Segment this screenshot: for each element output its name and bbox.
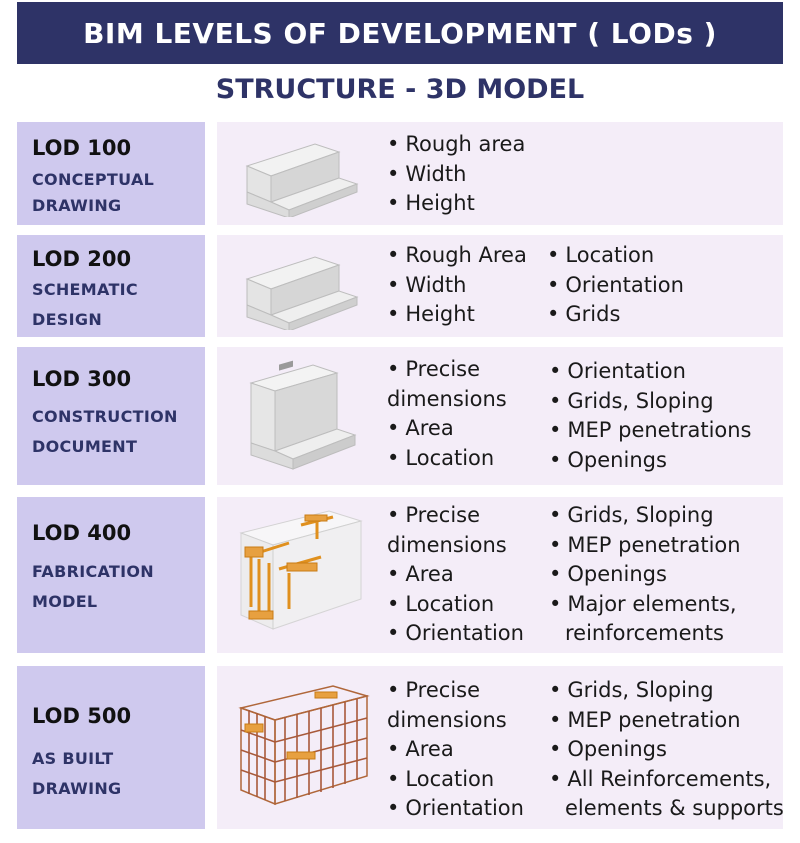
page-title: BIM LEVELS OF DEVELOPMENT ( LODs ) [83, 16, 717, 50]
list-item: MEP penetration [549, 531, 741, 561]
list-item: Area [387, 414, 507, 444]
lod-subtitle-line2: DOCUMENT [32, 437, 138, 456]
list-item: Grids, Sloping [549, 387, 752, 417]
lod-subtitle-line1: CONCEPTUAL [32, 170, 155, 189]
list-item: Grids [547, 300, 684, 330]
list-item: Area [387, 735, 524, 765]
lod-label-cell: LOD 400 FABRICATION MODEL [17, 497, 205, 653]
list-item: Area [387, 560, 524, 590]
list-item: Major elements, [549, 590, 741, 620]
lod-name: LOD 300 [32, 367, 132, 391]
list-item: Width [387, 160, 525, 190]
lod-name: LOD 500 [32, 704, 132, 728]
list-item-continuation: elements & supports [565, 796, 784, 820]
lod-label-cell: LOD 500 AS BUILT DRAWING [17, 666, 205, 829]
lod-label-cell: LOD 300 CONSTRUCTION DOCUMENT [17, 347, 205, 485]
lod-subtitle-line2: DESIGN [32, 310, 103, 329]
lod-attributes-col1: Rough area Width Height [387, 130, 525, 219]
list-item: All Reinforcements, [549, 765, 784, 795]
lod-content-cell: Precise dimensions Area Location Orienta… [217, 666, 784, 829]
list-item-continuation: dimensions [387, 386, 507, 411]
list-item: Precise [387, 501, 524, 531]
lod-subtitle-line1: AS BUILT [32, 749, 114, 768]
list-item: Width [387, 271, 527, 301]
list-item: Openings [549, 446, 752, 476]
list-item: Orientation [387, 619, 524, 649]
lod-row-400: LOD 400 FABRICATION MODEL [17, 497, 783, 653]
list-item: Orientation [549, 357, 752, 387]
lod-row-300: LOD 300 CONSTRUCTION DOCUMENT Precise di… [17, 347, 783, 485]
lod-attributes-col1: Precise dimensions Area Location Orienta… [387, 501, 524, 649]
lod-attributes-col1: Precise dimensions Area Location Orienta… [387, 676, 524, 824]
lod-row-100: LOD 100 CONCEPTUAL DRAWING Rough area Wi… [17, 122, 783, 225]
list-item: Orientation [387, 794, 524, 824]
list-item: Height [387, 189, 525, 219]
lod-subtitle-line2: DRAWING [32, 779, 122, 798]
list-item: Location [387, 444, 507, 474]
lod-attributes-col1: Precise dimensions Area Location [387, 355, 507, 473]
beam-model-icon [245, 256, 359, 330]
lod-subtitle-line2: MODEL [32, 592, 98, 611]
lod-name: LOD 400 [32, 521, 132, 545]
lod-attributes-col2: Location Orientation Grids [547, 241, 684, 330]
list-item: Rough Area [387, 241, 527, 271]
list-item: Openings [549, 735, 784, 765]
page-subtitle: STRUCTURE - 3D MODEL [215, 74, 585, 105]
list-item-continuation: dimensions [387, 532, 507, 557]
lod-subtitle-line1: SCHEMATIC [32, 280, 138, 299]
list-item: Openings [549, 560, 741, 590]
list-item: Precise [387, 355, 507, 385]
lod-attributes-col1: Rough Area Width Height [387, 241, 527, 330]
beam-model-icon [245, 143, 359, 217]
lod-name: LOD 100 [32, 136, 132, 160]
list-item: Location [547, 241, 684, 271]
list-item: Grids, Sloping [549, 676, 784, 706]
fabrication-model-icon [239, 510, 363, 630]
title-bar: BIM LEVELS OF DEVELOPMENT ( LODs ) [17, 2, 783, 64]
lod-attributes-col2: Grids, Sloping MEP penetration Openings … [549, 676, 784, 824]
lod-subtitle-line2: DRAWING [32, 196, 122, 215]
lod-subtitle-line1: FABRICATION [32, 562, 154, 581]
lod-attributes-col2: Grids, Sloping MEP penetration Openings … [549, 501, 741, 649]
lod-subtitle-line1: CONSTRUCTION [32, 407, 178, 426]
list-item: Orientation [547, 271, 684, 301]
list-item: MEP penetrations [549, 416, 752, 446]
lod-content-cell: Rough area Width Height [217, 122, 783, 225]
list-item: Grids, Sloping [549, 501, 741, 531]
list-item-continuation: reinforcements [565, 621, 724, 645]
list-item: Location [387, 765, 524, 795]
lod-name: LOD 200 [32, 247, 132, 271]
lod-content-cell: Precise dimensions Area Location Orienta… [217, 347, 783, 485]
lod-content-cell: Rough Area Width Height Location Orienta… [217, 235, 783, 337]
lod-row-500: LOD 500 AS BUILT DRAWING [17, 666, 784, 829]
list-item-continuation: dimensions [387, 707, 507, 732]
lod-row-200: LOD 200 SCHEMATIC DESIGN Rough Area Widt… [17, 235, 783, 337]
as-built-rebar-model-icon [238, 685, 370, 806]
list-item: Height [387, 300, 527, 330]
column-model-icon [249, 360, 357, 470]
lod-label-cell: LOD 200 SCHEMATIC DESIGN [17, 235, 205, 337]
list-item: Precise [387, 676, 524, 706]
list-item: Location [387, 590, 524, 620]
list-item: Rough area [387, 130, 525, 160]
lod-attributes-col2: Orientation Grids, Sloping MEP penetrati… [549, 357, 752, 475]
lod-content-cell: Precise dimensions Area Location Orienta… [217, 497, 783, 653]
lod-label-cell: LOD 100 CONCEPTUAL DRAWING [17, 122, 205, 225]
list-item: MEP penetration [549, 706, 784, 736]
